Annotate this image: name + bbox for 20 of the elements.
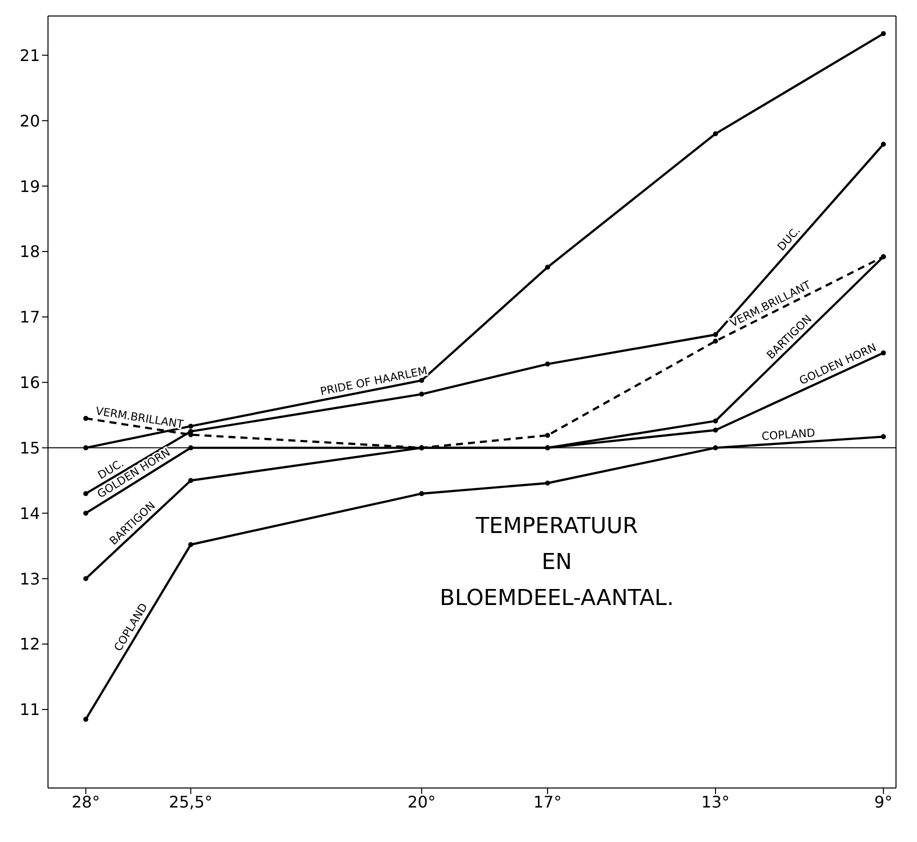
y-tick-label: 11	[20, 700, 40, 720]
x-tick-label: 20°	[407, 792, 436, 812]
y-tick-label: 12	[20, 634, 40, 654]
y-tick-label: 16	[20, 373, 40, 392]
y-tick-label: 13	[20, 569, 40, 588]
y-tick-label: 19	[20, 176, 40, 196]
y-tick-label: 18	[20, 242, 40, 262]
y-tick-label: 14	[20, 504, 40, 523]
annotation: COPLAND	[761, 426, 816, 444]
x-tick-label: 13°	[701, 792, 730, 812]
x-tick-label: 25,5°	[168, 792, 213, 812]
y-tick-label: 17	[20, 308, 40, 327]
x-tick-label: 17°	[533, 792, 562, 812]
text: TEMPERATUUR EN BLOEMDEEL-AANTAL.	[440, 514, 674, 612]
y-tick-label: 15	[20, 438, 40, 458]
y-tick-label: 21	[20, 46, 40, 65]
annotation: PRIDE OF HAARLEM	[319, 364, 428, 398]
x-tick-label: 9°	[874, 792, 892, 812]
x-tick-label: 28°	[72, 792, 100, 812]
y-tick-label: 20	[20, 111, 40, 130]
